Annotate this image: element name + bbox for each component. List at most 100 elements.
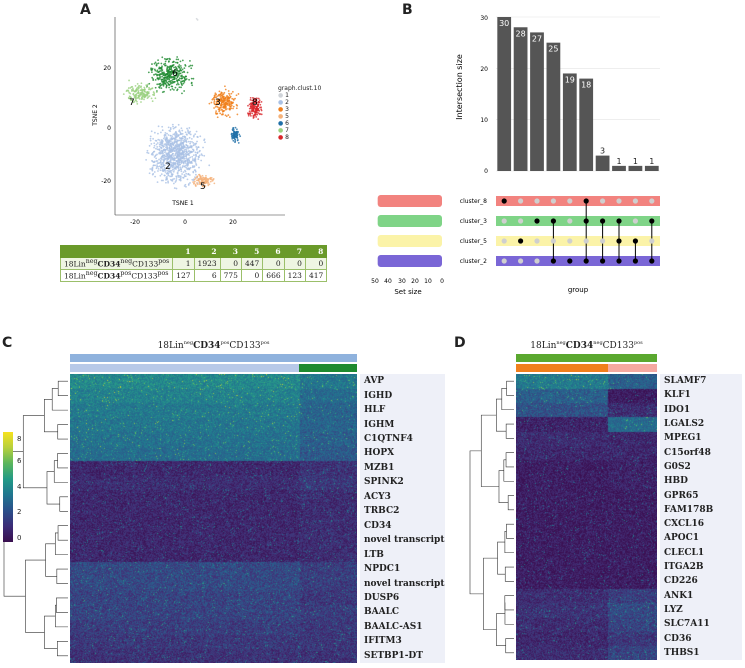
tsne-point (191, 159, 194, 162)
tsne-point (153, 68, 156, 71)
tsne-point (249, 112, 252, 114)
tsne-point (179, 139, 181, 142)
tsne-point (185, 147, 188, 149)
matrix-dot (550, 198, 556, 204)
table-header-cell (59, 245, 174, 258)
tsne-point (225, 115, 228, 118)
tsne-point (156, 73, 159, 76)
tsne-point (165, 139, 167, 142)
tsne-point (172, 157, 174, 160)
dendrogram-branch (504, 602, 514, 625)
table-cell: 1923 (193, 257, 221, 270)
tsne-point (179, 149, 182, 152)
tsne-point (128, 79, 130, 82)
tsne-point (189, 166, 192, 169)
upset-plot: 30 28 27 25 19 18 3 1 1 1 Intersection size 0 10 … (370, 5, 740, 305)
tsne-point (166, 132, 168, 135)
tsne-point (213, 182, 216, 185)
tsne-point (179, 177, 182, 180)
table-row-label: 18LinnegCD34posCD133pos (59, 269, 174, 282)
tsne-point (169, 82, 172, 85)
dendrogram-branch (54, 532, 68, 555)
tsne-point (158, 67, 160, 70)
tsne-point (191, 64, 194, 67)
tsne-point (169, 71, 172, 74)
tsne-point (186, 168, 189, 171)
tsne-point (200, 159, 203, 162)
tsne-point (169, 76, 172, 79)
tsne-point (257, 109, 260, 112)
tsne-point (250, 110, 253, 113)
tsne-point (195, 164, 198, 166)
tsne-point (155, 157, 158, 160)
tsne-point (221, 98, 223, 101)
tsne-xtick: 0 (183, 219, 187, 226)
tsne-point (166, 169, 169, 172)
tsne-point (159, 174, 162, 177)
tsne-point (161, 142, 164, 145)
tsne-point (166, 160, 168, 162)
table-cell: 447 (240, 257, 264, 270)
tsne-point (173, 66, 175, 69)
tsne-point (176, 139, 179, 142)
tsne-point (156, 181, 159, 184)
tsne-point (160, 73, 163, 76)
tsne-point (185, 150, 187, 153)
gene-label: HBD (664, 476, 688, 487)
tsne-point (171, 80, 174, 83)
gene-label: ITGA2B (664, 562, 704, 573)
scale-tick: 6 (17, 457, 22, 465)
tsne-point (178, 129, 181, 132)
tsne-point (187, 140, 190, 143)
tsne-point (127, 87, 130, 89)
tsne-point (181, 80, 184, 83)
tsne-point (163, 72, 166, 75)
tsne-point (163, 148, 166, 151)
tsne-point (167, 139, 169, 141)
tsne-point (257, 97, 260, 100)
tsne-point (228, 107, 231, 110)
intersection-bar (628, 165, 643, 171)
tsne-point (151, 63, 153, 65)
tsne-point (148, 95, 151, 98)
tsne-point (167, 174, 169, 176)
tsne-point (158, 139, 161, 142)
tsne-point (135, 89, 137, 91)
tsne-point (132, 92, 135, 95)
tsne-point (178, 153, 180, 156)
tsne-point (170, 161, 173, 164)
matrix-dot (518, 258, 524, 264)
tsne-point (159, 169, 162, 172)
tsne-point (157, 138, 160, 141)
tsne-point (186, 145, 189, 148)
tsne-point (161, 144, 164, 147)
table-header-cell: 8 (304, 245, 328, 258)
tsne-point (249, 107, 252, 110)
tsne-point (220, 104, 223, 107)
tsne-point (225, 106, 227, 108)
tsne-point (160, 149, 163, 152)
heatmap-d-cluster-bar-pink (608, 364, 657, 372)
tsne-point (178, 66, 181, 69)
tsne-point (186, 159, 188, 162)
tsne-point (135, 100, 138, 103)
tsne-point (197, 158, 200, 160)
tsne-point (205, 177, 207, 179)
tsne-point (257, 112, 260, 114)
tsne-point (214, 111, 217, 114)
tsne-point (161, 78, 164, 81)
panel-label-b: B (402, 2, 413, 18)
tsne-point (154, 164, 157, 167)
tsne-point (235, 107, 238, 110)
tsne-point (138, 84, 141, 87)
tsne-point (151, 100, 154, 103)
tsne-point (196, 135, 199, 138)
tsne-point (171, 135, 174, 138)
tsne-point (183, 150, 186, 152)
tsne-point (228, 92, 230, 95)
tsne-point (151, 166, 154, 169)
table-header-cell: 5 (240, 245, 264, 258)
tsne-point (193, 180, 196, 183)
dendrogram-branch (44, 398, 58, 433)
gene-label: C1QTNF4 (364, 434, 413, 445)
